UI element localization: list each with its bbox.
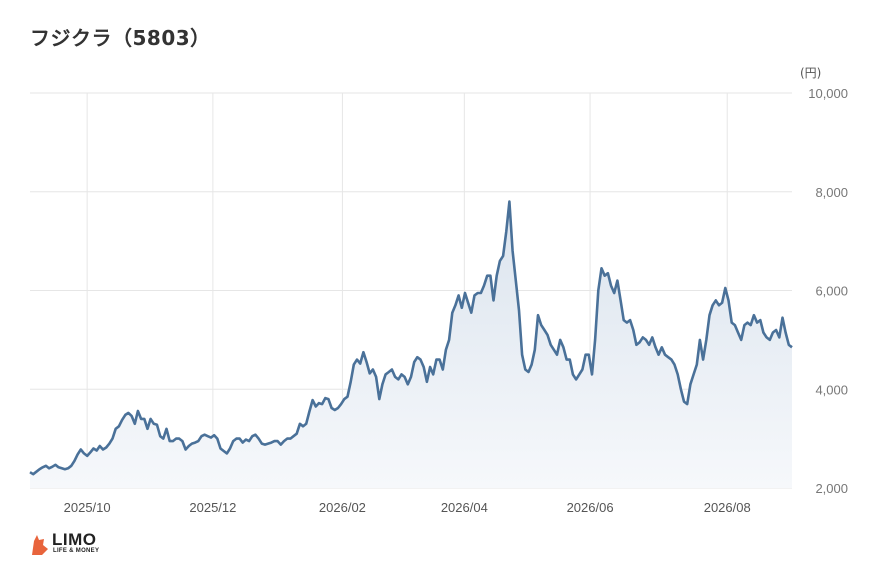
y-axis-unit: (円)	[800, 66, 822, 80]
logo-wordmark: LIMO	[52, 530, 97, 549]
y-axis-labels: 2,000 4,000 6,000 8,000 10,000	[808, 86, 848, 496]
limo-logo: LIMO LIFE & MONEY	[30, 530, 99, 557]
x-tick-label: 2025/12	[189, 500, 236, 515]
x-tick-label: 2026/02	[319, 500, 366, 515]
x-axis-labels: 2025/10 2025/12 2026/02 2026/04 2026/06 2026/…	[64, 500, 751, 515]
fox-logo-icon	[32, 535, 48, 555]
price-area-fill	[30, 201, 792, 488]
y-tick-label: 4,000	[815, 382, 848, 397]
chart-title: フジクラ（5803）	[30, 26, 211, 50]
x-tick-label: 2026/04	[441, 500, 488, 515]
y-tick-label: 6,000	[815, 284, 848, 299]
y-tick-label: 10,000	[808, 86, 848, 101]
x-tick-label: 2026/08	[704, 500, 751, 515]
price-line	[29, 200, 793, 476]
x-tick-label: 2026/06	[567, 500, 614, 515]
y-tick-label: 8,000	[815, 185, 848, 200]
x-tick-label: 2025/10	[64, 500, 111, 515]
logo-tagline: LIFE & MONEY	[53, 548, 100, 554]
y-tick-label: 2,000	[815, 481, 848, 496]
